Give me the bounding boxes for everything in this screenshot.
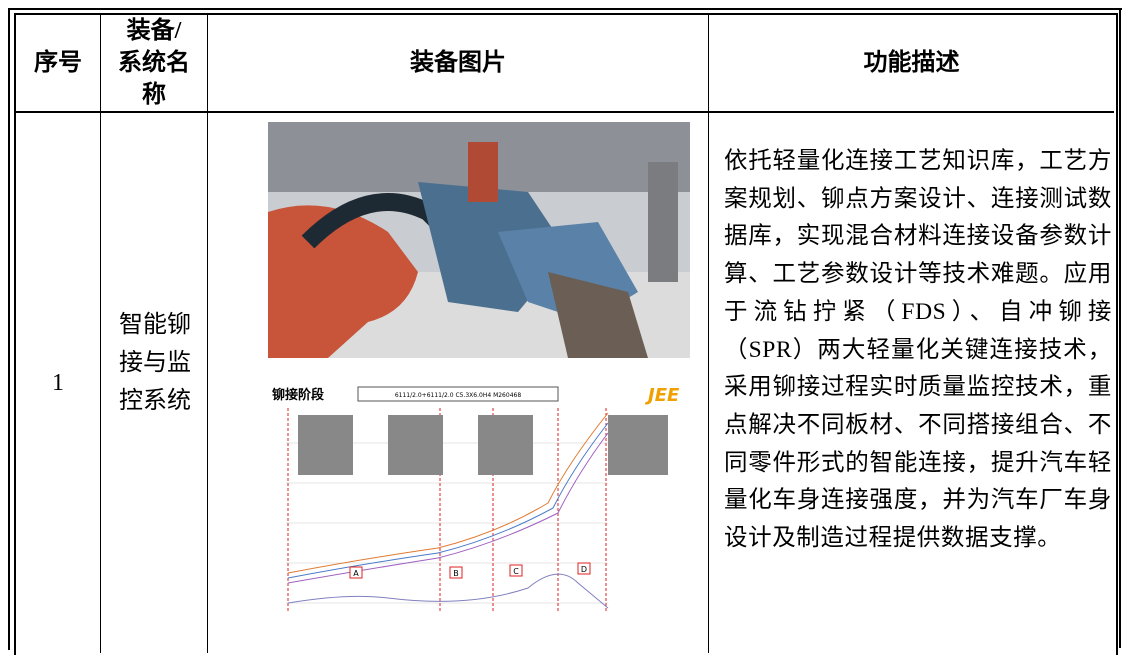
header-cell: 装备图片 xyxy=(410,50,506,76)
stage-label: D xyxy=(581,565,587,574)
stage-label: C xyxy=(513,567,519,576)
equipment-photo xyxy=(268,122,690,358)
system-name: 智能铆接与监控系统 xyxy=(119,312,191,414)
border xyxy=(14,13,1118,655)
column-line xyxy=(100,13,101,653)
border xyxy=(1119,8,1121,648)
column-line xyxy=(207,13,208,653)
row-index: 1 xyxy=(52,370,64,396)
row-line xyxy=(16,111,1114,113)
chart-image-logo: JEE xyxy=(645,385,680,406)
column-line xyxy=(708,13,709,653)
header-cell: 功能描述 xyxy=(863,50,960,76)
border xyxy=(8,8,1122,650)
stage-label: A xyxy=(353,569,359,578)
page: 序号 装备/系统名称 装备图片 功能描述 1 智能铆接与监控系统 依托轻量化连接… xyxy=(8,8,1122,655)
header-cell: 装备/系统名称 xyxy=(118,18,190,108)
chart-image-spec: 6111/2.0+6111/2.0 C5.3X6.0H4 M260468 xyxy=(395,392,521,399)
description: 依托轻量化连接工艺知识库，工艺方案规划、铆点方案设计、连接测试数据库，实现混合材… xyxy=(724,148,1112,552)
chart-image-title: 铆接阶段 xyxy=(272,387,324,403)
stage-label: B xyxy=(453,569,459,578)
header-cell: 序号 xyxy=(34,50,82,76)
chart-image: 铆接阶段 6111/2.0+6111/2.0 C5.3X6.0H4 M26046… xyxy=(268,383,690,620)
